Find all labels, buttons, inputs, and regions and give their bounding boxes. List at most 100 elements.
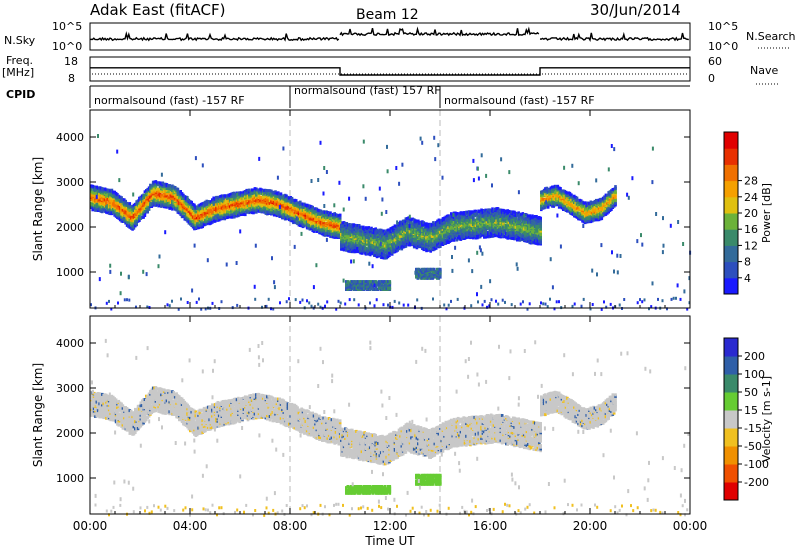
range-gate-cell [128,218,132,222]
range-gate-cell [334,224,338,228]
range-gate-cell [134,217,137,221]
range-gate-cell [101,187,104,191]
range-gate-cell [334,229,338,233]
range-gate-cell [233,197,236,201]
station-title: Adak East (fitACF) [90,1,225,19]
range-gate-cell [359,249,362,253]
range-gate-cell [296,203,299,207]
range-gate-cell [226,216,229,219]
range-gate-cell [334,213,338,217]
range-gate-cell [271,196,275,200]
range-gate-cell [157,193,160,197]
range-gate-cell [189,219,192,223]
range-gate-cell [233,195,236,199]
range-gate-cell [134,213,137,217]
range-gate-cell [364,248,368,252]
range-gate-cell [271,212,275,216]
range-gate-cell [182,197,185,200]
range-gate-cell [360,239,364,243]
range-gate-cell [266,196,269,200]
range-gate-cell [215,199,218,203]
range-gate-cell [381,229,384,233]
range-gate-cell [143,214,147,217]
range-gate-cell [135,200,138,204]
range-gate-cell [102,199,105,203]
range-gate-cell [342,238,346,242]
range-gate-cell [179,205,182,209]
range-gate-cell [323,215,327,219]
range-gate-cell [110,188,114,192]
range-gate-cell [318,226,321,230]
range-gate-cell [107,211,111,215]
freq-trace [90,67,690,76]
range-gate-cell [366,236,369,240]
range-gate-cell [351,233,354,237]
range-gate-cell [179,207,182,211]
range-gate-cell [255,187,258,191]
range-gate-cell [271,202,275,206]
range-gate-cell [359,239,362,243]
range-gate-cell [233,212,236,215]
range-gate-cell [124,214,127,218]
range-gate-cell [244,196,247,200]
range-gate-cell [325,216,328,220]
range-gate-cell [246,204,250,208]
range-gate-cell [183,205,187,208]
range-gate-cell [304,216,308,220]
range-gate-cell [263,209,266,213]
range-gate-cell [231,205,235,209]
range-gate-cell [357,224,361,227]
range-gate-cell [173,206,177,210]
range-gate-cell [310,226,313,230]
range-gate-cell [378,234,382,238]
range-gate-cell [127,203,130,207]
range-gate-cell [201,225,204,229]
range-gate-cell [106,197,110,201]
range-gate-cell [296,209,299,213]
beam-title: Beam 12 [356,7,419,23]
range-gate-cell [353,249,357,253]
range-gate-cell [257,189,261,193]
range-gate-cell [260,203,264,207]
range-gate-cell [165,205,169,209]
cpid-label: CPID [6,88,35,101]
range-gate-cell [121,200,125,204]
range-gate-cell [282,210,286,214]
range-gate-cell [294,199,298,203]
range-gate-cell [149,201,152,205]
range-gate-cell [314,211,317,215]
range-gate-cell [128,213,132,217]
range-gate-cell [293,198,297,202]
range-gate-cell [260,195,264,199]
range-gate-cell [237,193,240,197]
range-gate-cell [364,229,368,233]
range-gate-cell [340,240,343,244]
range-gate-cell [268,211,272,215]
range-gate-cell [151,195,155,199]
range-gate-cell [285,201,288,205]
range-gate-cell [286,202,290,206]
nsky-trace-seg [339,26,540,37]
range-gate-cell [241,206,244,210]
range-gate-cell [158,191,162,195]
range-gate-cell [341,221,344,225]
range-gate-cell [230,209,233,213]
range-gate-cell [101,189,104,193]
range-gate-cell [314,215,317,219]
range-gate-cell [288,198,291,202]
range-gate-cell [99,200,103,204]
range-gate-cell [290,217,294,221]
range-gate-cell [252,208,255,212]
range-gate-cell [279,202,283,206]
range-gate-cell [260,200,264,204]
range-gate-cell [156,187,159,191]
range-gate-cell [157,187,160,191]
range-gate-cell [91,193,94,197]
range-gate-cell [315,223,319,227]
range-gate-cell [91,196,94,200]
range-gate-cell [189,210,192,214]
range-gate-cell [139,209,143,213]
range-gate-cell [349,250,353,254]
range-gate-cell [340,232,343,236]
range-gate-cell [95,187,99,191]
